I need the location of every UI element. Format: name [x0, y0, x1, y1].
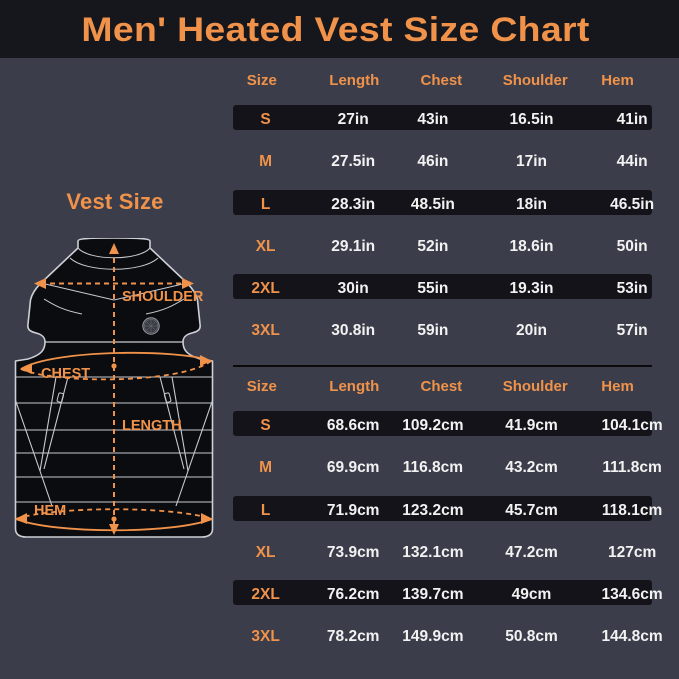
svg-text:SHOULDER: SHOULDER [122, 289, 204, 305]
svg-text:HEM: HEM [34, 503, 66, 519]
svg-text:LENGTH: LENGTH [122, 418, 182, 434]
svg-text:CHEST: CHEST [41, 366, 90, 382]
